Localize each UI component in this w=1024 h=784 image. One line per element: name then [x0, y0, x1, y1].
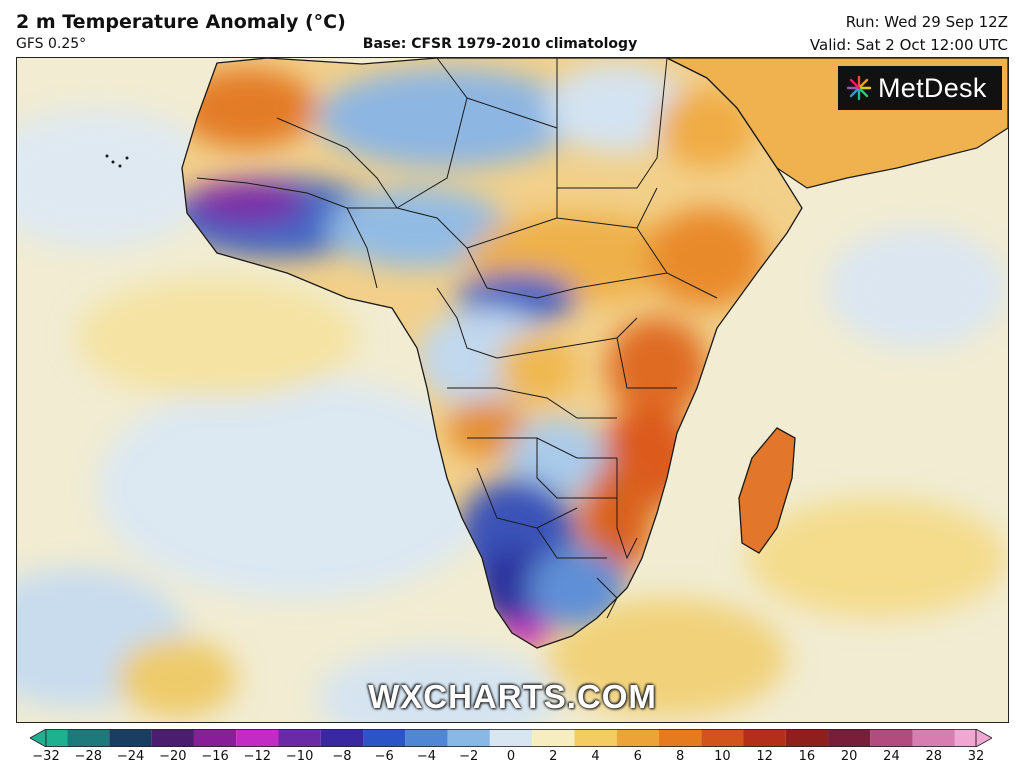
colorbar-tick-label: 10 [714, 749, 731, 764]
colorbar-tick-label: 32 [967, 749, 985, 764]
colorbar-tick-label: 16 [798, 749, 816, 764]
colorbar-segment [447, 729, 490, 747]
colorbar-segment [193, 729, 237, 747]
colorbar-segment [109, 729, 152, 747]
colorbar-tick-label: −20 [159, 749, 187, 764]
colorbar-arrow-max [975, 728, 993, 748]
colorbar-tick-label: −32 [32, 749, 60, 764]
metdesk-logo-text: MetDesk [878, 72, 987, 103]
colorbar-tick-label: −16 [201, 749, 229, 764]
colorbar-segment [405, 729, 448, 747]
land-anomaly-field [182, 63, 767, 647]
colorbar-tick-label: 28 [925, 749, 942, 764]
colorbar-tick-label: −10 [285, 749, 314, 764]
colorbar-segment [701, 729, 744, 747]
colorbar-tick-label: −6 [374, 749, 394, 764]
colorbar-tick-label: 6 [633, 749, 642, 764]
colorbar-segment [489, 729, 533, 747]
colorbar-segment [574, 729, 617, 747]
colorbar-segment [912, 729, 955, 747]
colorbar-segment [828, 729, 871, 747]
colorbar-tick-label: 12 [756, 749, 773, 764]
colorbar-ticks: −32 −28 −24 −20 −16 −12 −10 −8 −6 −4 −2 0 2 4 6 8 10 12 16… [30, 749, 992, 769]
anomaly-map [17, 58, 1008, 722]
wxcharts-watermark: WXCHARTS.COM [368, 678, 657, 715]
colorbar-tick-label: −24 [116, 749, 145, 764]
colorbar-tick-label: −28 [74, 749, 102, 764]
colorbar-segment [151, 729, 194, 747]
colorbar-segment [616, 729, 659, 747]
model-label: GFS 0.25° [16, 36, 87, 52]
map-view[interactable]: MetDesk WXCHARTS.COM [16, 57, 1009, 723]
cape-verde-islands [105, 154, 129, 168]
colorbar-segment [363, 729, 406, 747]
colorbar-tick-label: −2 [459, 749, 479, 764]
colorbar-segment [658, 729, 702, 747]
valid-time-label: Valid: Sat 2 Oct 12:00 UTC [809, 36, 1008, 54]
colorbar-segment [743, 729, 786, 747]
colorbar-tick-label: −12 [243, 749, 272, 764]
colorbar-segment [954, 729, 976, 747]
colorbar-segment [785, 729, 829, 747]
colorbar-frame [45, 729, 977, 747]
colorbar-tick-label: 4 [591, 749, 600, 764]
colorbar-segment [236, 729, 279, 747]
colorbar-tick-label: 24 [883, 749, 900, 764]
run-time-label: Run: Wed 29 Sep 12Z [845, 13, 1008, 31]
metdesk-logo: MetDesk [838, 66, 1002, 110]
country-borders [181, 58, 1008, 649]
colorbar-segment [532, 729, 575, 747]
colorbar-tick-label: −8 [332, 749, 352, 764]
colorbar-scale [29, 728, 993, 748]
colorbar-segment [870, 729, 913, 747]
madagascar-landmass [739, 428, 795, 553]
colorbar-tick-label: 8 [675, 749, 685, 764]
colorbar-segment [278, 729, 321, 747]
colorbar-tick-label: −4 [416, 749, 437, 764]
colorbar-tick-label: 2 [549, 749, 558, 764]
colorbar: −32 −28 −24 −20 −16 −12 −10 −8 −6 −4 −2 0 2 4 6 8 10 12 16… [29, 728, 993, 773]
colorbar-tick-label: 20 [840, 749, 858, 764]
colorbar-segment [320, 729, 364, 747]
base-climatology-label: Base: CFSR 1979-2010 climatology [362, 36, 638, 52]
colorbar-segment [46, 729, 68, 747]
metdesk-logo-icon [846, 75, 872, 101]
colorbar-segment [67, 729, 110, 747]
ocean-anomaly-field [17, 108, 1007, 722]
colorbar-arrow-min [29, 728, 47, 748]
chart-title: 2 m Temperature Anomaly (°C) [16, 11, 346, 33]
colorbar-tick-label: 0 [506, 749, 516, 764]
